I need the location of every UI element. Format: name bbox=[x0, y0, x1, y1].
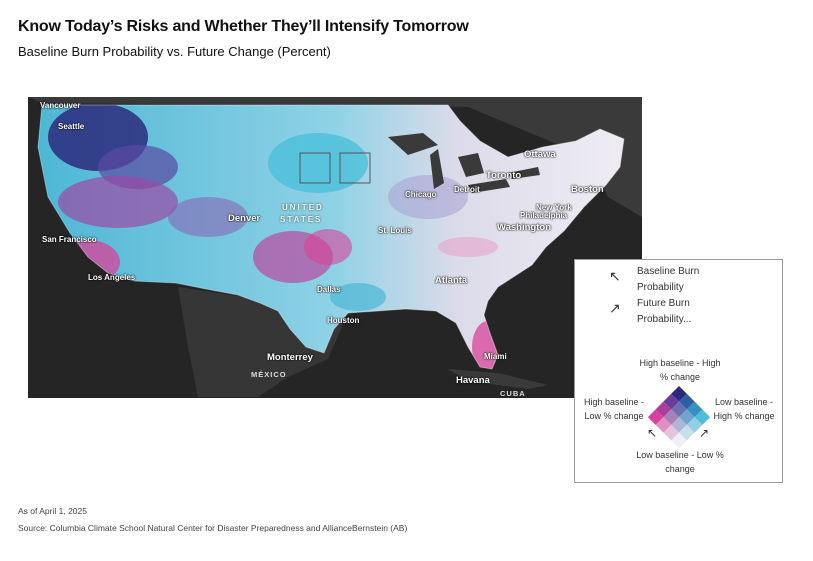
legend-baseline-label: Baseline Burn Probability bbox=[637, 266, 700, 293]
city-st-louis: St. Louis bbox=[378, 226, 412, 235]
city-miami: Miami bbox=[484, 352, 507, 361]
city-chicago: Chicago bbox=[405, 190, 437, 199]
arrow-up-left-icon: ↖ bbox=[609, 268, 621, 284]
chart-title: Know Today’s Risks and Whether They’ll I… bbox=[18, 18, 469, 35]
city-houston: Houston bbox=[327, 316, 360, 325]
legend-left-label: High baseline - Low % change bbox=[583, 397, 645, 421]
city-atlanta: Atlanta bbox=[435, 275, 468, 286]
country-label-cuba: CUBA bbox=[500, 389, 526, 398]
city-vancouver: Vancouver bbox=[40, 101, 81, 110]
legend-right-label: Low baseline - High % change bbox=[713, 397, 775, 421]
chart-subtitle: Baseline Burn Probability vs. Future Cha… bbox=[18, 44, 331, 59]
country-label-mexico: MÉXICO bbox=[251, 370, 287, 379]
city-los-angeles: Los Angeles bbox=[88, 273, 136, 282]
city-dallas: Dallas bbox=[317, 285, 341, 294]
arrow-up-left-small-icon: ↖ bbox=[647, 426, 658, 440]
legend-top-label: High baseline - High % change bbox=[639, 358, 721, 382]
city-san-francisco: San Francisco bbox=[42, 235, 97, 244]
legend-future-label: Future Burn Probability... bbox=[637, 298, 692, 325]
legend-bottom-label: Low baseline - Low % change bbox=[636, 450, 724, 474]
source-note: Source: Columbia Climate School Natural … bbox=[18, 523, 408, 533]
city-monterrey: Monterrey bbox=[267, 352, 313, 363]
as-of-date: As of April 1, 2025 bbox=[18, 506, 87, 516]
city-havana: Havana bbox=[456, 375, 490, 386]
city-toronto: Toronto bbox=[486, 170, 522, 181]
city-denver: Denver bbox=[228, 213, 261, 224]
arrow-up-right-small-icon: ↗ bbox=[699, 426, 710, 440]
map-graphic bbox=[28, 97, 642, 398]
city-seattle: Seattle bbox=[58, 122, 85, 131]
bivariate-color-grid bbox=[647, 386, 711, 449]
city-ottawa: Ottawa bbox=[524, 149, 556, 160]
burn-probability-map: Vancouver Seattle San Francisco Los Ange… bbox=[28, 97, 642, 398]
city-new-york: New York bbox=[536, 203, 572, 212]
country-label-states: STATES bbox=[280, 215, 323, 224]
city-boston: Boston bbox=[571, 184, 604, 195]
city-washington: Washington bbox=[497, 222, 551, 233]
city-philadelphia: Philadelphia bbox=[520, 211, 568, 220]
bivariate-legend: ↖ Baseline Burn Probability ↗ Future Bur… bbox=[574, 259, 783, 483]
country-label-united: UNITED bbox=[282, 203, 324, 212]
arrow-up-right-icon: ↗ bbox=[609, 300, 621, 316]
city-detroit: Detroit bbox=[454, 185, 480, 194]
